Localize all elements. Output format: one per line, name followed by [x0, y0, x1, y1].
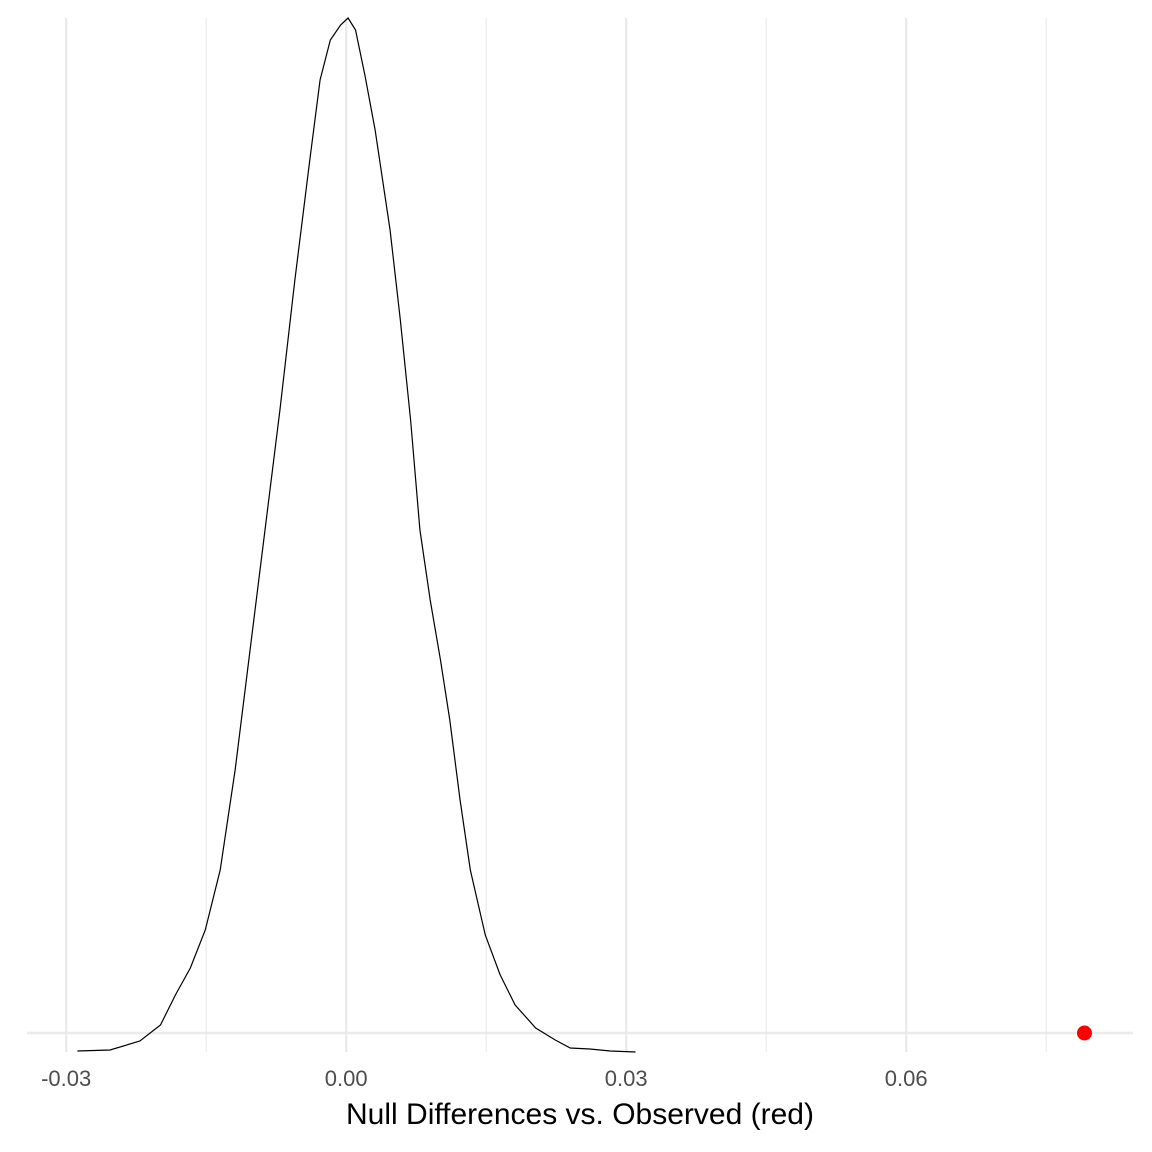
x-tick-label: 0.06	[885, 1066, 928, 1091]
density-curve	[77, 17, 636, 1053]
x-axis-title: Null Differences vs. Observed (red)	[346, 1098, 814, 1131]
observed-point	[1076, 1025, 1092, 1041]
x-tick-label: 0.03	[605, 1066, 648, 1091]
x-tick-label: 0.00	[325, 1066, 368, 1091]
x-tick-label: -0.03	[41, 1066, 91, 1091]
